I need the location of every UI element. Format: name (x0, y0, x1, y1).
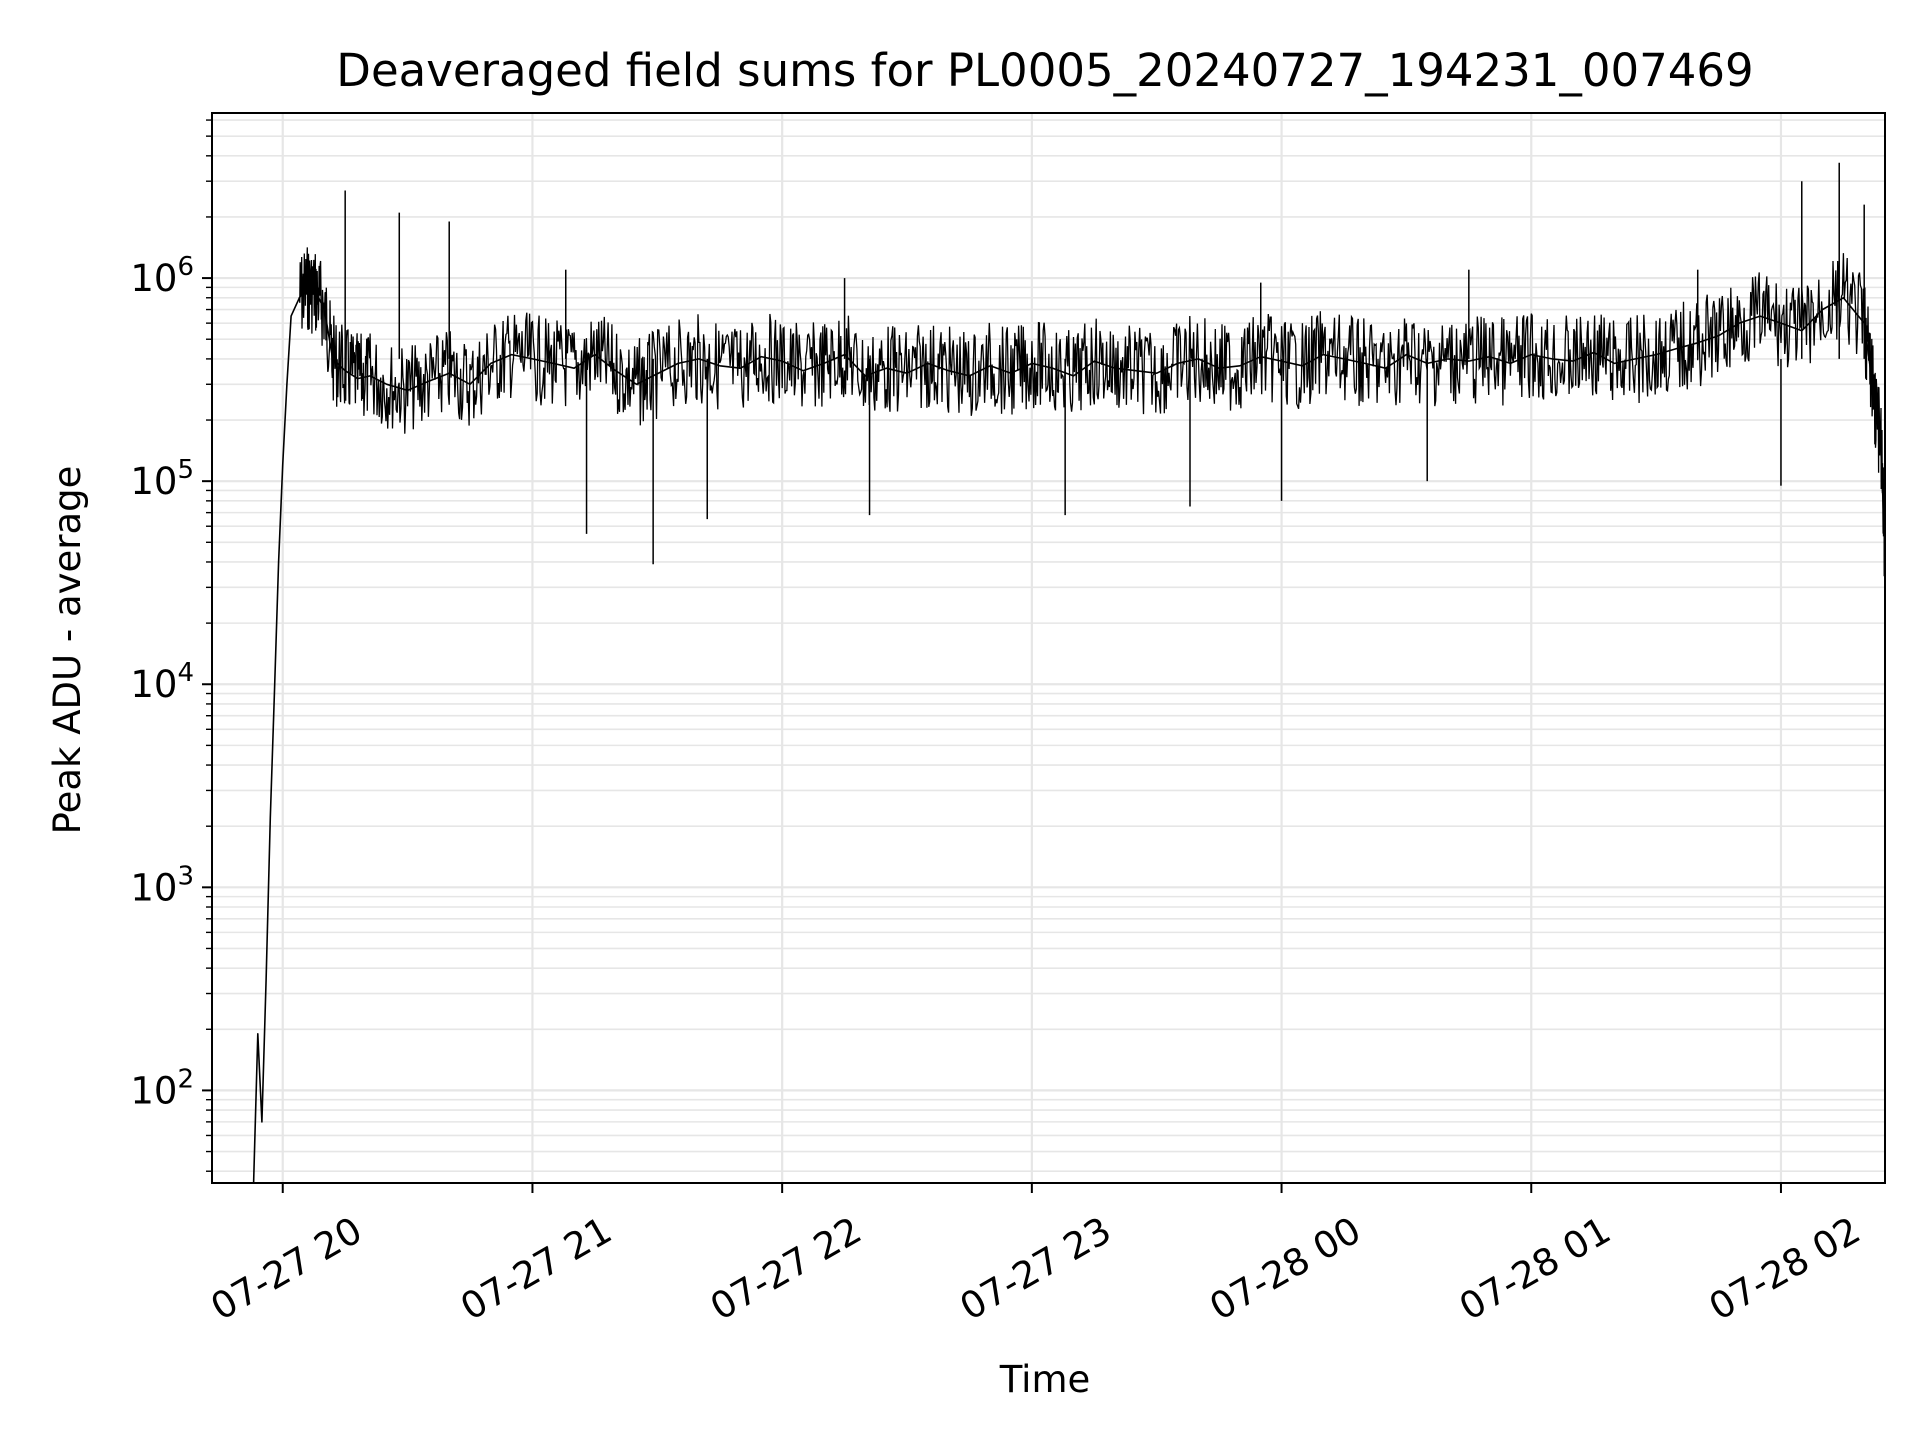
chart-title: Deaveraged field sums for PL0005_2024072… (336, 44, 1753, 97)
y-tick-label: 104 (130, 658, 194, 706)
y-tick-label: 106 (130, 252, 194, 300)
y-tick-label: 102 (130, 1064, 194, 1112)
plot-frame (211, 112, 1886, 1184)
grid-lines (212, 113, 1885, 1183)
y-tick-label: 105 (130, 455, 194, 503)
x-axis-label: Time (999, 1358, 1091, 1401)
y-tick-label: 103 (130, 861, 194, 909)
series-noise (298, 247, 1886, 577)
series-layer (252, 162, 1886, 1184)
y-axis-label: Peak ADU - average (46, 466, 89, 835)
